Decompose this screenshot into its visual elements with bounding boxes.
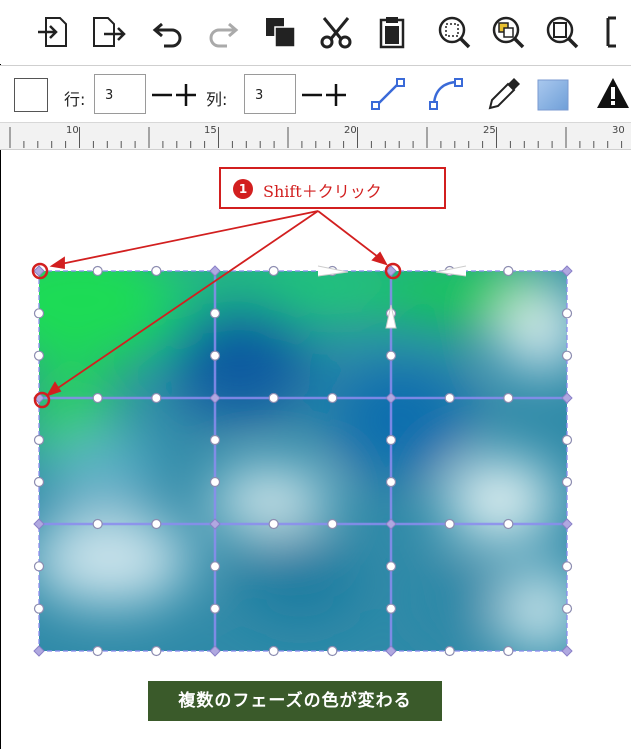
command-toolbar	[0, 0, 631, 64]
ruler-label-25: 25	[483, 125, 496, 136]
make-curves-icon[interactable]	[428, 76, 464, 112]
horizontal-ruler: 10 15 20 25 30	[0, 122, 631, 150]
ruler-ticks	[9, 127, 623, 148]
mesh-tool-controls: 行: 3 列: 3	[0, 65, 631, 122]
make-lines-icon[interactable]	[370, 76, 406, 112]
ruler-label-15: 15	[204, 125, 217, 136]
ruler-label-10: 10	[66, 125, 79, 136]
column-label: 列:	[206, 90, 228, 109]
duplicate-icon[interactable]	[262, 14, 298, 50]
columns-stepper[interactable]	[300, 80, 348, 110]
zoom-drawing-icon[interactable]	[490, 14, 526, 50]
export-icon[interactable]	[90, 14, 126, 50]
ruler-label-20: 20	[344, 125, 357, 136]
zoom-selection-icon[interactable]	[436, 14, 472, 50]
zoom-page-icon[interactable]	[544, 14, 580, 50]
columns-input[interactable]: 3	[244, 74, 296, 114]
pick-colors-icon[interactable]	[486, 76, 522, 112]
callout-text: Shift＋クリック	[263, 182, 382, 201]
rows-input[interactable]: 3	[94, 74, 146, 114]
cut-icon[interactable]	[318, 14, 354, 50]
scale-mesh-icon[interactable]	[536, 78, 570, 112]
zoom-page-width-icon[interactable]	[600, 14, 631, 50]
callout-box: 1 Shift＋クリック	[219, 167, 446, 209]
ruler-label-30: 30	[612, 125, 625, 136]
row-label: 行:	[64, 90, 86, 109]
paste-icon[interactable]	[374, 14, 410, 50]
rows-stepper[interactable]	[150, 80, 198, 110]
new-mesh-swatch[interactable]	[14, 78, 48, 112]
import-icon[interactable]	[36, 14, 72, 50]
undo-icon[interactable]	[150, 14, 186, 50]
caption-banner: 複数のフェーズの色が変わる	[148, 681, 442, 721]
step-number-badge: 1	[233, 179, 253, 199]
redo-icon[interactable]	[205, 14, 241, 50]
warning-icon[interactable]	[596, 76, 630, 112]
